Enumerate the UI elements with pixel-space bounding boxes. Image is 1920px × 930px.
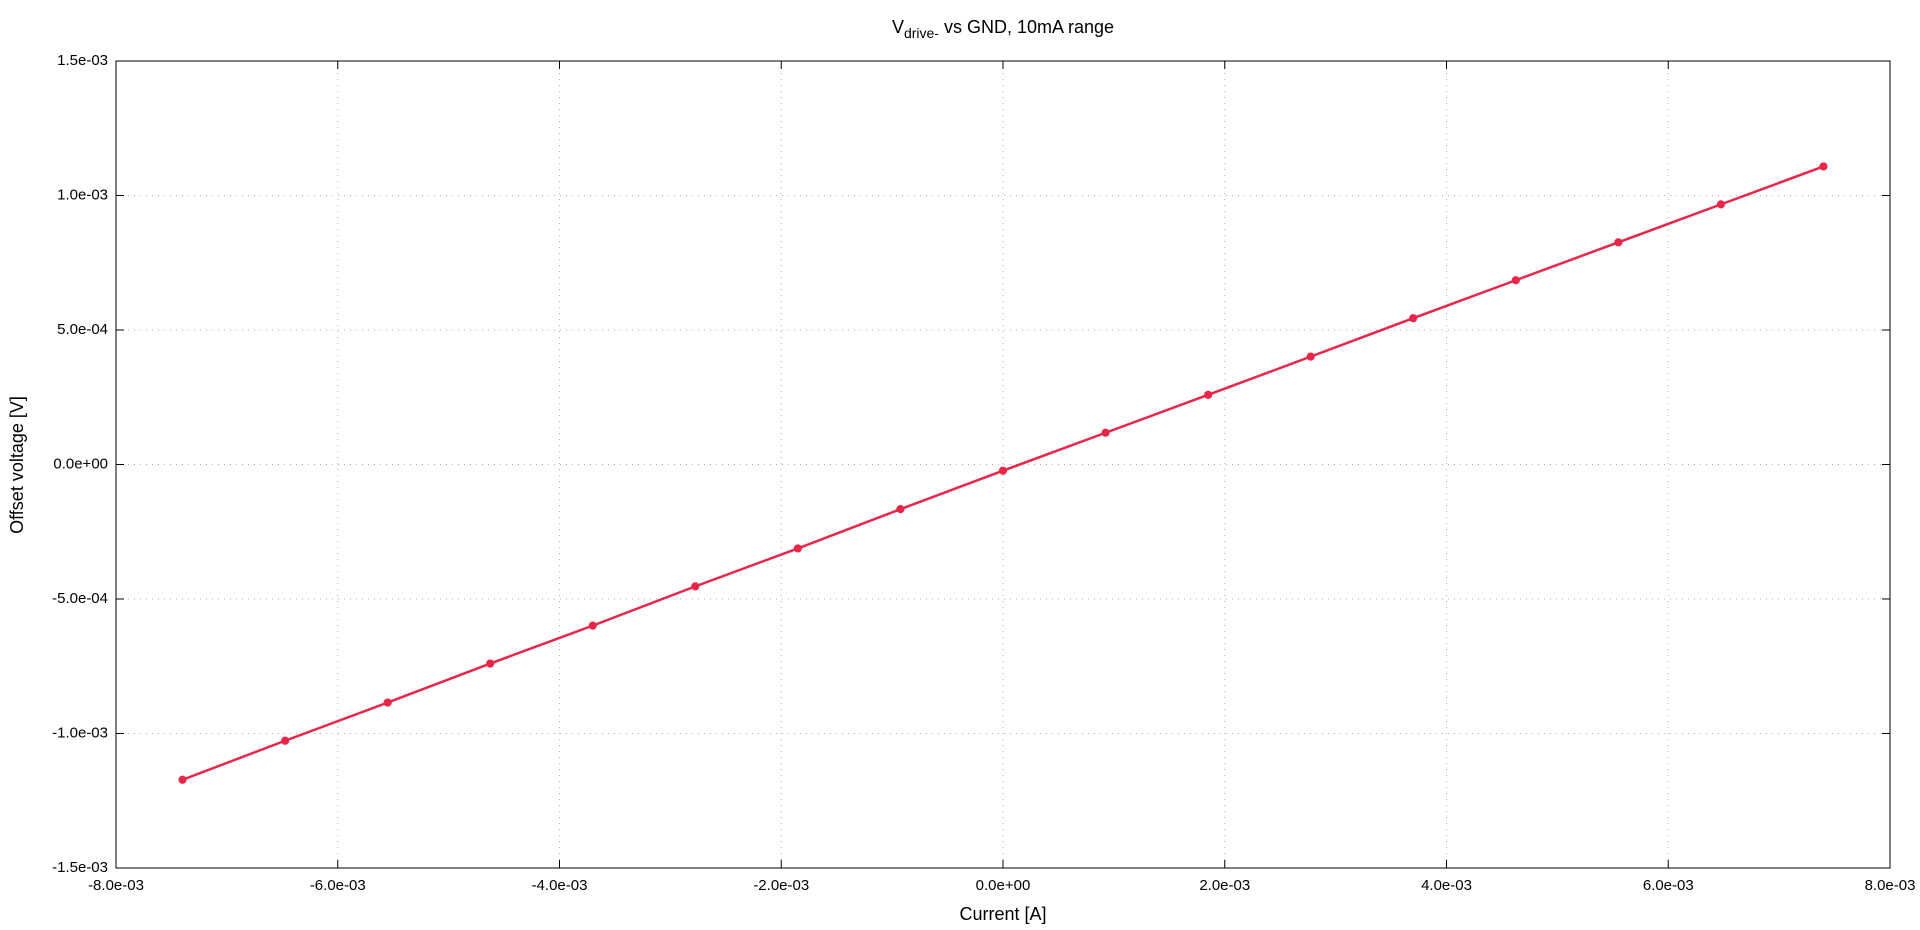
title-main: V [892,17,904,37]
data-point [998,466,1008,475]
y-tick-label: 1.0e-03 [57,186,108,203]
x-tick-label: -2.0e-03 [753,877,809,894]
y-tick-label: -1.0e-03 [52,724,108,741]
x-tick-label: 2.0e-03 [1199,877,1250,894]
plot-area [178,162,1828,784]
data-point [280,736,290,745]
data-point [1819,162,1828,171]
data-point [793,544,802,553]
x-tick-label: -4.0e-03 [532,877,588,894]
data-point [1614,238,1623,247]
y-tick-label: 1.5e-03 [57,52,108,69]
data-point [1204,390,1213,399]
data-point [1511,276,1520,285]
x-tick-label: 4.0e-03 [1421,877,1472,894]
title-subscript: drive- [904,25,939,41]
data-point [1716,200,1726,209]
x-tick-label: 0.0e+00 [976,877,1031,894]
data-point [1409,314,1418,323]
x-tick-label: 8.0e-03 [1865,877,1916,894]
data-point [1101,428,1110,437]
data-point [691,582,700,591]
data-point [1306,352,1315,361]
chart-title: Vdrive- vs GND, 10mA range [892,17,1114,41]
plot-border [115,60,1891,869]
data-point [896,505,905,514]
x-axis-label: Current [A] [959,904,1046,924]
data-point [178,775,187,784]
x-tick-label: -6.0e-03 [310,877,366,894]
y-axis-label: Offset voltage [V] [7,396,27,534]
y-tick-label: -5.0e-04 [52,590,108,607]
y-tick-label: 5.0e-04 [57,321,108,338]
data-point [383,698,392,707]
x-tick-label: -8.0e-03 [88,877,144,894]
y-tick-label: 0.0e+00 [53,455,108,472]
title-rest: vs GND, 10mA range [939,17,1114,37]
data-point [588,621,597,630]
data-point [486,659,495,668]
grid [115,60,1891,869]
y-tick-label: -1.5e-03 [52,859,108,876]
x-tick-label: 6.0e-03 [1643,877,1694,894]
